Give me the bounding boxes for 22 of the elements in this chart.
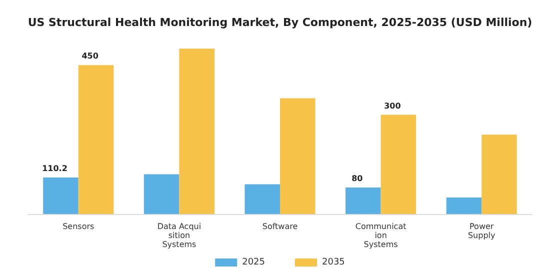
data-label: 300 (384, 101, 402, 110)
bar (482, 134, 517, 214)
bar (43, 178, 78, 214)
bar (446, 197, 482, 214)
x-tick-label: Sensors (62, 222, 94, 231)
x-tick-label: Software (262, 222, 298, 231)
bar (244, 184, 280, 214)
bar (380, 114, 416, 214)
x-tick-label: Data Acqui sition Systems (157, 222, 202, 249)
data-label: 110.2 (42, 164, 68, 174)
chart-title: US Structural Health Monitoring Market, By Component, 2025-2035 (USD Million) (28, 16, 532, 29)
bar (78, 65, 114, 214)
bar (346, 188, 381, 214)
x-tick-label: Communicat ion Systems (355, 222, 406, 249)
data-label: 450 (82, 52, 99, 61)
bar (280, 98, 316, 214)
bar (144, 174, 180, 214)
legend-label: 2025 (242, 258, 265, 268)
legend-label: 2035 (322, 258, 345, 268)
bar (179, 48, 214, 214)
data-label: 80 (352, 174, 364, 184)
x-tick-label: Power Supply (468, 222, 496, 240)
